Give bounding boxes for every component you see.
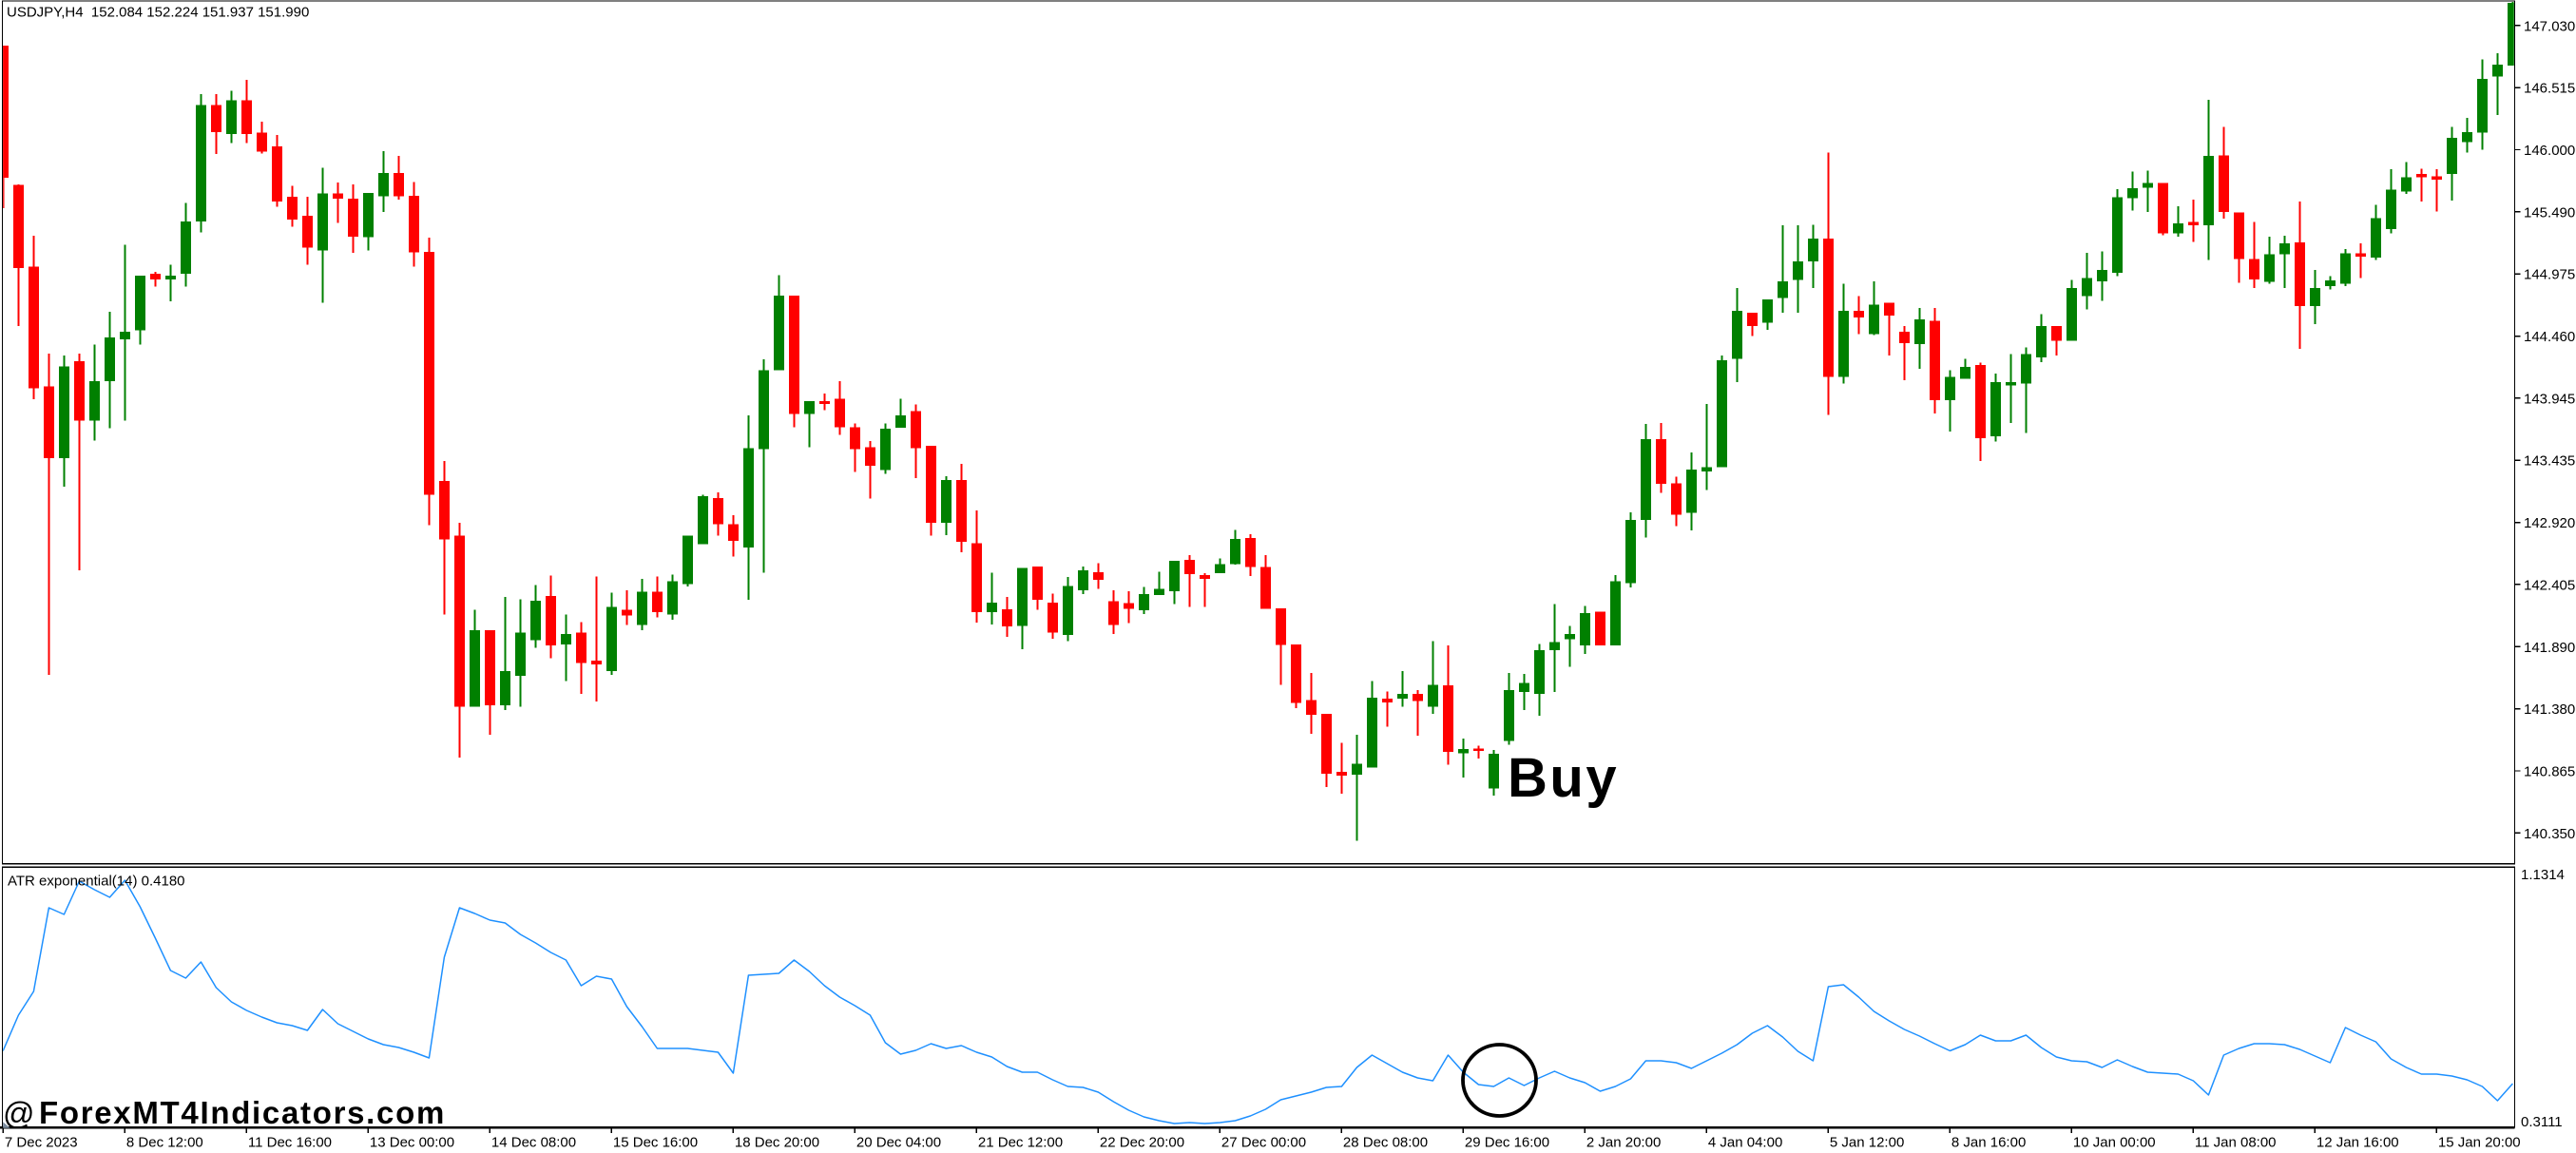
svg-text:143.945: 143.945 (2524, 391, 2575, 407)
svg-text:5 Jan 12:00: 5 Jan 12:00 (1830, 1134, 1904, 1150)
svg-text:7 Dec 2023: 7 Dec 2023 (5, 1134, 78, 1150)
svg-text:0.3111: 0.3111 (2521, 1114, 2563, 1130)
svg-text:ATR exponential(14) 0.4180: ATR exponential(14) 0.4180 (8, 874, 185, 890)
svg-text:14 Dec 08:00: 14 Dec 08:00 (491, 1134, 576, 1150)
svg-text:USDJPY,H4 152.084 152.224 151: USDJPY,H4 152.084 152.224 151.937 151.99… (7, 5, 309, 21)
svg-text:142.920: 142.920 (2524, 515, 2575, 531)
svg-text:11 Dec 16:00: 11 Dec 16:00 (248, 1134, 332, 1150)
svg-text:13 Dec 00:00: 13 Dec 00:00 (370, 1134, 454, 1150)
svg-text:144.460: 144.460 (2524, 329, 2575, 345)
svg-text:@: @ (3, 1096, 35, 1131)
svg-text:2 Jan 20:00: 2 Jan 20:00 (1586, 1134, 1661, 1150)
svg-text:10 Jan 00:00: 10 Jan 00:00 (2073, 1134, 2156, 1150)
svg-text:4 Jan 04:00: 4 Jan 04:00 (1708, 1134, 1782, 1150)
svg-text:27 Dec 00:00: 27 Dec 00:00 (1221, 1134, 1306, 1150)
svg-text:22 Dec 20:00: 22 Dec 20:00 (1100, 1134, 1184, 1150)
svg-text:28 Dec 08:00: 28 Dec 08:00 (1343, 1134, 1428, 1150)
svg-text:1.1314: 1.1314 (2521, 867, 2565, 883)
svg-text:8 Jan 16:00: 8 Jan 16:00 (1951, 1134, 2026, 1150)
svg-text:142.405: 142.405 (2524, 577, 2575, 593)
svg-text:143.435: 143.435 (2524, 453, 2575, 470)
svg-text:15 Jan 20:00: 15 Jan 20:00 (2438, 1134, 2521, 1150)
svg-text:Buy: Buy (1508, 747, 1619, 809)
svg-text:20 Dec 04:00: 20 Dec 04:00 (856, 1134, 941, 1150)
svg-text:12 Jan 16:00: 12 Jan 16:00 (2316, 1134, 2399, 1150)
svg-text:15 Dec 16:00: 15 Dec 16:00 (613, 1134, 698, 1150)
svg-text:141.380: 141.380 (2524, 701, 2575, 718)
svg-text:21 Dec 12:00: 21 Dec 12:00 (978, 1134, 1063, 1150)
svg-text:8 Dec 12:00: 8 Dec 12:00 (126, 1134, 203, 1150)
svg-text:141.890: 141.890 (2524, 640, 2575, 656)
svg-text:146.515: 146.515 (2524, 81, 2575, 97)
svg-text:146.000: 146.000 (2524, 143, 2575, 159)
svg-text:140.350: 140.350 (2524, 826, 2575, 842)
svg-text:29 Dec 16:00: 29 Dec 16:00 (1465, 1134, 1549, 1150)
svg-text:11 Jan 08:00: 11 Jan 08:00 (2195, 1134, 2277, 1150)
svg-text:145.490: 145.490 (2524, 204, 2575, 221)
svg-text:144.975: 144.975 (2524, 267, 2575, 283)
svg-text:147.030: 147.030 (2524, 18, 2575, 34)
svg-text:140.865: 140.865 (2524, 764, 2575, 780)
svg-text:ForexMT4Indicators.com: ForexMT4Indicators.com (39, 1095, 446, 1130)
svg-text:18 Dec 20:00: 18 Dec 20:00 (735, 1134, 819, 1150)
